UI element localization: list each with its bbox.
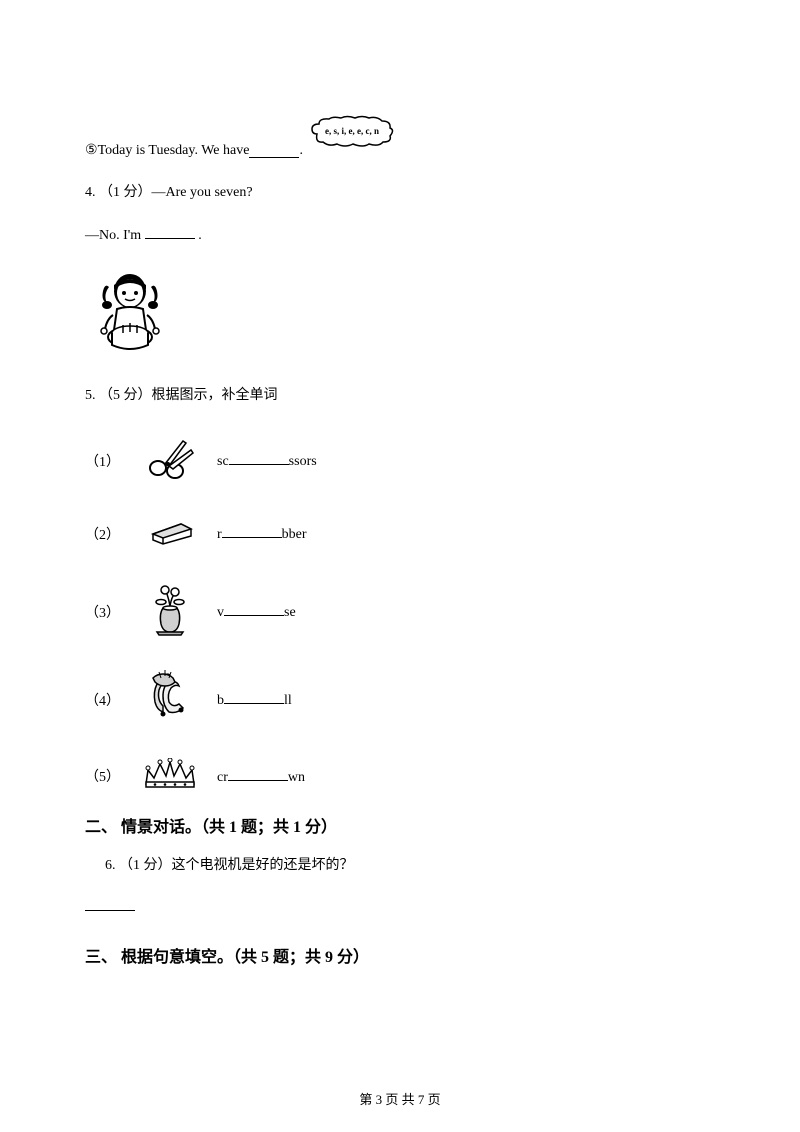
sub-item-5: （5） cr wn — [85, 758, 715, 795]
rubber-icon — [135, 514, 205, 554]
blank-input[interactable] — [249, 144, 299, 158]
blank-input[interactable] — [224, 602, 284, 616]
q4-prefix: —No. I'm — [85, 228, 145, 243]
question-4-answer: —No. I'm . — [85, 225, 715, 247]
blank-input[interactable] — [145, 225, 195, 239]
answer-line — [85, 897, 715, 919]
sub-num-4: （4） — [85, 690, 135, 710]
word-after: wn — [288, 770, 305, 785]
q5-text-after: . — [299, 140, 303, 162]
word-before: b — [217, 693, 224, 708]
crown-icon — [135, 758, 205, 795]
word-after: bber — [282, 527, 307, 542]
vase-icon — [135, 582, 205, 642]
blank-input[interactable] — [228, 767, 288, 781]
page-footer: 第 3 页 共 7 页 — [0, 1089, 800, 1108]
q5-text-before: Today is Tuesday. We have — [98, 140, 250, 162]
girl-cake-image — [85, 267, 715, 367]
blank-input[interactable] — [229, 451, 289, 465]
svg-text:e, s, i, e, e, c, n: e, s, i, e, e, c, n — [325, 126, 379, 136]
word-after: se — [284, 605, 296, 620]
section-3-header: 三、 根据句意填空。（共 5 题；共 9 分） — [85, 943, 715, 967]
sub-item-1: （1） sc ssors — [85, 436, 715, 486]
blank-input[interactable] — [85, 897, 135, 911]
sub-num-2: （2） — [85, 524, 135, 544]
question-4-label: 4. （1 分）—Are you seven? — [85, 182, 715, 204]
blank-input[interactable] — [222, 524, 282, 538]
sub-item-2: （2） rbber — [85, 514, 715, 554]
blank-input[interactable] — [224, 690, 284, 704]
word-after: ll — [284, 693, 292, 708]
word-after: ssors — [289, 454, 317, 469]
word-before: sc — [217, 454, 229, 469]
bell-icon — [135, 670, 205, 730]
word-before: v — [217, 605, 224, 620]
q4-suffix: . — [198, 228, 202, 243]
sub-item-3: （3） v se — [85, 582, 715, 642]
section-2-header: 二、 情景对话。（共 1 题；共 1 分） — [85, 813, 715, 837]
sub-num-5: （5） — [85, 766, 135, 786]
word-before: cr — [217, 770, 228, 785]
scissors-icon — [135, 436, 205, 486]
sub-num-3: （3） — [85, 602, 135, 622]
circled-number: ⑤ — [85, 140, 98, 162]
question-5-item: ⑤ Today is Tuesday. We have . e, s, i, e… — [85, 140, 715, 162]
sub-item-4: （4） b ll — [85, 670, 715, 730]
sub-num-1: （1） — [85, 451, 135, 471]
question-5-label: 5. （5 分）根据图示，补全单词 — [85, 385, 715, 407]
question-6: 6. （1 分）这个电视机是好的还是坏的？ — [105, 855, 715, 877]
cloud-icon: e, s, i, e, e, c, n — [307, 114, 397, 158]
